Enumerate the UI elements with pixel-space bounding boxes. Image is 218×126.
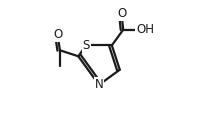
- Text: S: S: [83, 39, 90, 52]
- Text: OH: OH: [136, 23, 154, 36]
- Text: N: N: [95, 78, 103, 91]
- Text: O: O: [53, 28, 62, 41]
- Text: O: O: [117, 7, 126, 20]
